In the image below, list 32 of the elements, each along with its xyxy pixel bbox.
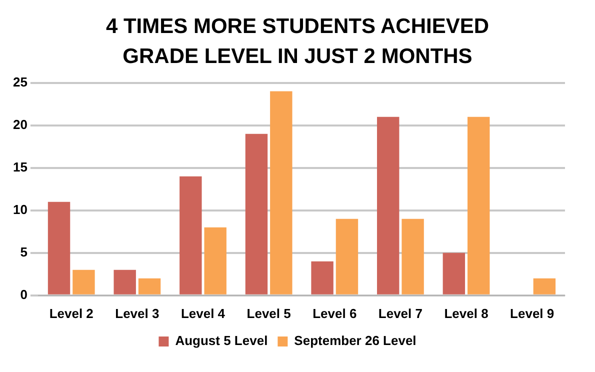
bar	[336, 218, 358, 294]
x-tick-label: Level 6	[312, 306, 357, 321]
bar	[442, 252, 466, 294]
chart-title: 4 TIMES MORE STUDENTS ACHIEVED GRADE LEVEL IN JUST 2 MONTHS	[104, 14, 490, 70]
bar	[180, 176, 202, 294]
y-tick-label: 0	[20, 286, 28, 302]
bar	[114, 270, 136, 294]
bar	[72, 270, 95, 294]
legend-label: September 26 Level	[294, 333, 416, 348]
bar	[468, 116, 490, 294]
bar	[533, 278, 556, 294]
x-tick-label: Level 3	[115, 306, 160, 321]
x-tick-label: Level 9	[510, 306, 554, 321]
x-tick-label: Level 8	[444, 306, 488, 321]
bar	[245, 134, 268, 294]
bar	[311, 261, 334, 294]
bar	[377, 116, 400, 294]
legend-label: August 5 Level	[175, 333, 268, 348]
bar	[270, 91, 292, 294]
x-tick-label: Level 2	[49, 306, 94, 321]
bar	[138, 278, 161, 294]
x-tick-label: Level 7	[378, 306, 423, 321]
bar	[204, 227, 226, 294]
x-tick-label: Level 5	[246, 306, 291, 321]
y-tick-label: 15	[12, 159, 28, 174]
y-tick-label: 10	[12, 202, 28, 217]
y-tick-label: 25	[12, 74, 28, 90]
bar	[48, 202, 70, 294]
bar	[402, 218, 424, 294]
y-tick-label: 5	[20, 244, 28, 260]
x-tick-label: Level 4	[180, 306, 226, 321]
y-tick-label: 20	[12, 116, 28, 132]
